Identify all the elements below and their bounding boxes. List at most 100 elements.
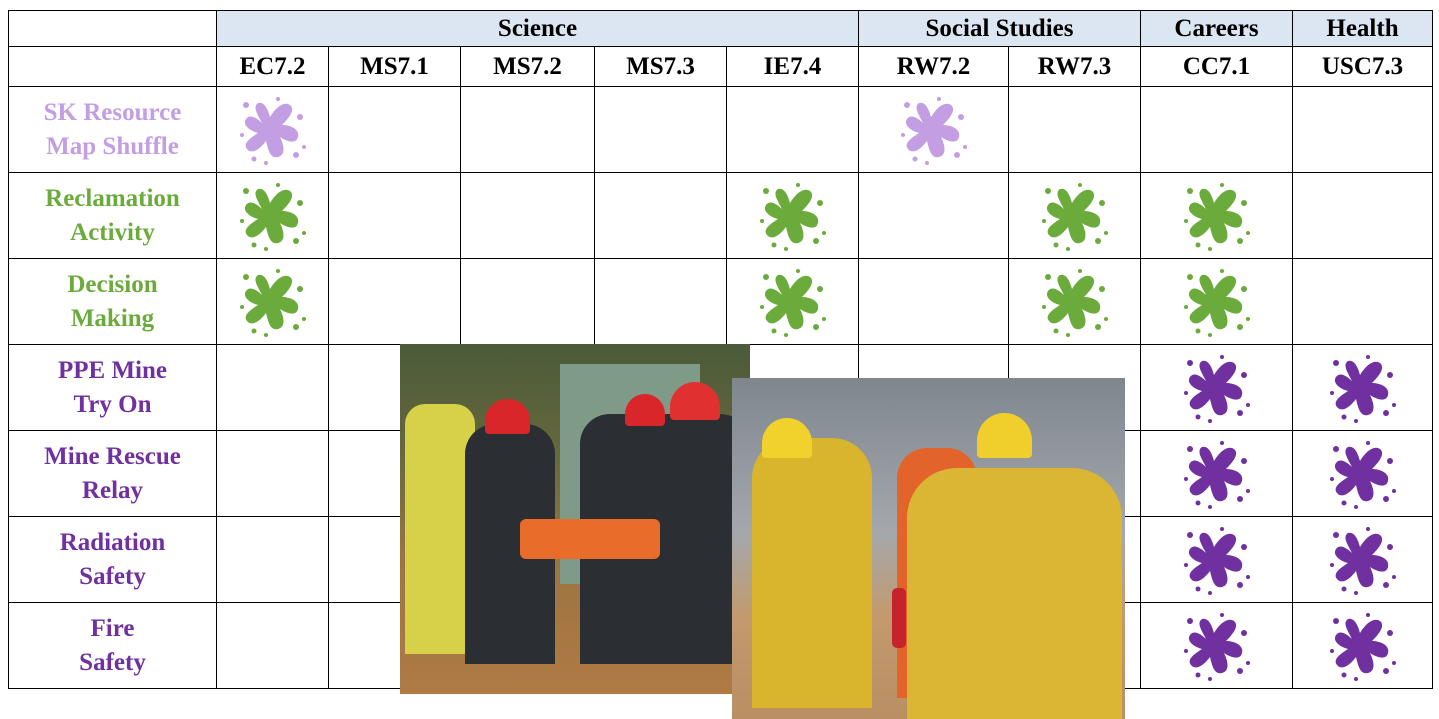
corner-cell (8, 46, 217, 87)
cell (858, 86, 1009, 173)
photo-detail (485, 399, 530, 434)
cell (328, 172, 461, 259)
photo-mine-rescue (400, 344, 750, 694)
splat-icon (1182, 525, 1252, 595)
cell (1140, 430, 1293, 517)
splat-icon (1328, 525, 1398, 595)
cell (216, 516, 329, 603)
cell (726, 172, 859, 259)
row-label-line: Safety (79, 560, 146, 594)
splat-icon (238, 95, 308, 165)
splat-icon (758, 181, 828, 251)
photo-detail (907, 468, 1122, 719)
column-header: MS7.1 (328, 46, 461, 87)
cell (1008, 86, 1141, 173)
cell (1292, 172, 1433, 259)
splat-icon (238, 267, 308, 337)
photo-detail (625, 394, 665, 426)
cell (594, 258, 727, 345)
column-header: EC7.2 (216, 46, 329, 87)
splat-icon (1182, 611, 1252, 681)
cell (216, 86, 329, 173)
cell (858, 172, 1009, 259)
cell (328, 258, 461, 345)
splat-icon (899, 95, 969, 165)
group-header: Science (216, 10, 859, 47)
photo-detail (892, 588, 906, 648)
cell (216, 258, 329, 345)
cell (1292, 258, 1433, 345)
photo-detail (520, 519, 660, 559)
row-label-line: Safety (79, 646, 146, 680)
page: ScienceSocial StudiesCareersHealthEC7.2M… (0, 0, 1439, 719)
row-label-line: Mine Rescue (44, 440, 181, 474)
cell (460, 258, 595, 345)
splat-icon (1182, 267, 1252, 337)
cell (1140, 602, 1293, 689)
cell (1140, 172, 1293, 259)
row-label-line: Activity (70, 216, 155, 250)
splat-icon (1182, 181, 1252, 251)
cell (858, 258, 1009, 345)
row-label-line: Fire (91, 612, 135, 646)
cell (594, 172, 727, 259)
cell (1292, 516, 1433, 603)
cell (726, 258, 859, 345)
column-header: RW7.3 (1008, 46, 1141, 87)
row-label-line: Decision (67, 268, 157, 302)
row-label-line: Map Shuffle (46, 130, 179, 164)
row-label-line: Try On (73, 388, 151, 422)
cell (216, 430, 329, 517)
cell (1292, 602, 1433, 689)
row-label-line: Making (71, 302, 154, 336)
cell (328, 86, 461, 173)
cell (460, 86, 595, 173)
splat-icon (758, 267, 828, 337)
cell (216, 172, 329, 259)
splat-icon (238, 181, 308, 251)
splat-icon (1182, 439, 1252, 509)
cell (1140, 258, 1293, 345)
column-header: RW7.2 (858, 46, 1009, 87)
photo-fire-safety (732, 378, 1125, 719)
column-header: CC7.1 (1140, 46, 1293, 87)
cell (216, 602, 329, 689)
cell (1292, 430, 1433, 517)
cell (1292, 344, 1433, 431)
cell (1140, 344, 1293, 431)
row-label-line: SK Resource (44, 96, 182, 130)
splat-icon (1182, 353, 1252, 423)
column-header: MS7.3 (594, 46, 727, 87)
cell (216, 344, 329, 431)
row-label-line: Reclamation (45, 182, 180, 216)
cell (594, 86, 727, 173)
cell (726, 86, 859, 173)
cell (1008, 172, 1141, 259)
cell (1292, 86, 1433, 173)
splat-icon (1328, 439, 1398, 509)
photo-detail (670, 382, 720, 420)
column-header: MS7.2 (460, 46, 595, 87)
corner-cell (8, 10, 217, 47)
cell (1140, 516, 1293, 603)
group-header: Social Studies (858, 10, 1141, 47)
photo-detail (752, 438, 872, 708)
group-header: Careers (1140, 10, 1293, 47)
photo-detail (762, 418, 812, 458)
cell (1008, 258, 1141, 345)
row-label-line: PPE Mine (58, 354, 167, 388)
cell (1140, 86, 1293, 173)
splat-icon (1328, 611, 1398, 681)
splat-icon (1328, 353, 1398, 423)
cell (460, 172, 595, 259)
group-header: Health (1292, 10, 1433, 47)
row-label-line: Relay (82, 474, 143, 508)
photo-detail (977, 413, 1032, 458)
